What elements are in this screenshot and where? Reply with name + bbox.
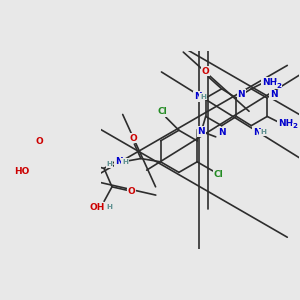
Text: H: H [106,161,112,167]
Text: H: H [200,94,206,100]
Text: 2: 2 [276,82,281,88]
Text: N: N [194,92,202,101]
Text: N: N [218,128,226,137]
Text: H: H [260,129,266,135]
Text: H: H [122,159,128,165]
Text: Cl: Cl [214,170,223,179]
Text: O: O [129,134,137,143]
Text: NH: NH [278,118,293,127]
Text: N: N [115,157,122,166]
Text: N: N [270,90,278,99]
Text: Cl: Cl [157,107,167,116]
Text: H: H [106,204,112,210]
Text: O: O [128,187,136,196]
Text: 2: 2 [292,123,297,129]
Text: HO: HO [14,167,30,176]
Text: OH: OH [90,203,105,212]
Text: NH: NH [262,78,277,87]
Text: N: N [253,128,260,137]
Text: N: N [197,127,205,136]
Text: N: N [237,90,245,99]
Text: O: O [36,137,43,146]
Text: O: O [202,67,210,76]
